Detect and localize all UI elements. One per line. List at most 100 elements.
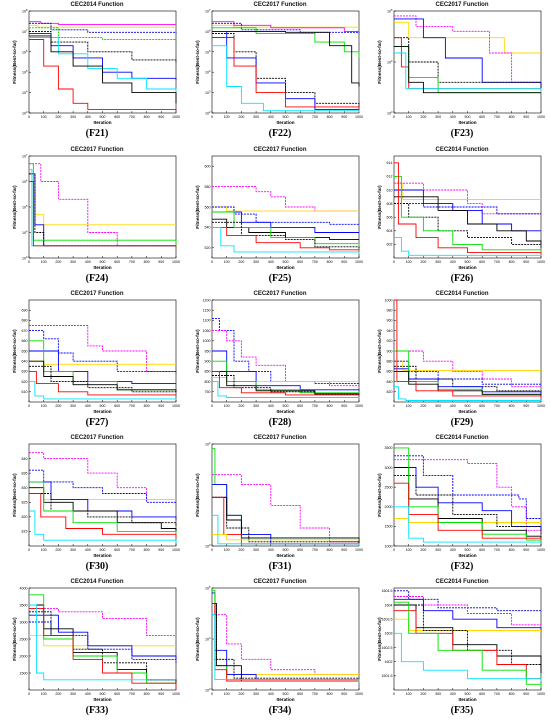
y-tick-label: 1000	[385, 544, 393, 548]
x-tick-label: 100	[224, 692, 230, 696]
x-tick-label: 200	[238, 115, 244, 119]
y-tick-label: 520	[205, 246, 211, 250]
series-line	[29, 24, 176, 28]
chart-svg: 0 100 200 300 400 500 600 700 800 900 1000 820 840 86…	[377, 298, 545, 414]
x-tick-label: 0	[28, 548, 30, 552]
y-axis-label: Fitness(Best-so-far)	[377, 185, 382, 229]
series-line	[212, 330, 360, 388]
x-tick-label: 1000	[355, 692, 363, 696]
x-tick-label: 600	[479, 260, 485, 264]
x-tick-label: 100	[406, 260, 412, 264]
series-line	[212, 211, 360, 248]
x-tick-label: 300	[253, 548, 259, 552]
x-tick-label: 300	[70, 115, 76, 119]
x-tick-label: 600	[297, 548, 303, 552]
series-line	[212, 370, 360, 396]
series-line	[212, 514, 360, 546]
chart-title: CEC2014 Function	[70, 579, 124, 585]
plot-frame	[211, 299, 360, 403]
x-tick-label: 400	[450, 260, 456, 264]
x-tick-label: 700	[129, 548, 135, 552]
y-tick-label: 4000	[20, 586, 28, 590]
y-tick-label: 840	[22, 457, 28, 461]
x-tick-label: 700	[312, 115, 318, 119]
series-line	[29, 607, 176, 637]
x-tick-label: 100	[41, 692, 47, 696]
series-line	[394, 237, 542, 256]
x-tick-label: 100	[406, 115, 412, 119]
series-line	[394, 632, 542, 682]
x-tick-label: 200	[420, 260, 426, 264]
x-tick-label: 800	[509, 260, 515, 264]
x-tick-label: 800	[144, 260, 150, 264]
x-tick-label: 600	[114, 260, 120, 264]
x-axis-label: Iteration	[93, 265, 111, 270]
y-tick-label: 825	[22, 501, 28, 505]
x-tick-label: 800	[509, 692, 515, 696]
x-tick-label: 400	[268, 548, 274, 552]
x-tick-label: 500	[465, 260, 471, 264]
x-tick-label: 400	[85, 260, 91, 264]
y-tick-label: 1500	[20, 671, 28, 675]
x-tick-label: 1000	[172, 548, 180, 552]
series-line	[29, 370, 177, 396]
y-tick-label: 103	[22, 255, 28, 261]
y-tick-label: 105	[22, 69, 28, 75]
series-line	[394, 175, 542, 253]
series-line	[212, 211, 359, 233]
y-tick-label: 660	[22, 339, 28, 343]
x-tick-label: 400	[85, 115, 91, 119]
x-tick-label: 400	[450, 115, 456, 119]
y-tick-label: 2000	[20, 654, 28, 658]
x-axis-label: Iteration	[458, 409, 476, 414]
panel-label: (F27)	[85, 417, 109, 428]
x-tick-label: 800	[327, 692, 333, 696]
plot-frame	[211, 443, 360, 547]
chart-svg: 0 100 200 300 400 500 600 700 800 900 1000 103 104 10…	[12, 153, 180, 270]
chart-panel: 0 100 200 300 400 500 600 700 800 900 1000 520 540 56…	[195, 147, 365, 290]
y-axis-label: Fitness(Best-so-far)	[195, 617, 200, 661]
series-line	[29, 39, 177, 112]
y-axis-label: Fitness(Best-so-far)	[12, 617, 17, 661]
x-tick-label: 700	[312, 692, 318, 696]
x-tick-label: 900	[523, 692, 529, 696]
series-line	[394, 455, 541, 519]
x-tick-label: 900	[341, 548, 347, 552]
series-line	[212, 375, 360, 396]
y-tick-label: 2000	[385, 505, 393, 509]
y-tick-label: 103	[205, 687, 211, 693]
x-tick-label: 900	[341, 115, 347, 119]
series-line	[394, 196, 542, 245]
y-tick-label: 606	[387, 216, 393, 220]
panel-label: (F29)	[450, 417, 474, 428]
x-tick-label: 300	[253, 260, 259, 264]
x-tick-label: 900	[158, 260, 164, 264]
x-tick-label: 400	[85, 692, 91, 696]
x-tick-label: 100	[224, 115, 230, 119]
x-tick-label: 700	[129, 260, 135, 264]
x-tick-label: 600	[114, 115, 120, 119]
series-line	[29, 604, 176, 681]
y-tick-label: 106	[205, 28, 211, 34]
panel-label: (F33)	[85, 705, 109, 716]
x-tick-label: 400	[85, 404, 91, 408]
series-line	[29, 330, 177, 374]
y-tick-label: 900	[205, 360, 211, 364]
x-axis-label: Iteration	[93, 553, 111, 558]
chart-panel: 0 100 200 300 400 500 600 700 800 900 1000 602 604 60…	[377, 147, 547, 290]
x-tick-label: 500	[465, 115, 471, 119]
series-line	[212, 381, 360, 398]
x-tick-label: 1000	[537, 692, 545, 696]
series-line	[212, 27, 360, 58]
series-line	[394, 506, 541, 543]
x-tick-label: 500	[465, 692, 471, 696]
x-tick-label: 700	[312, 548, 318, 552]
x-tick-label: 500	[283, 548, 289, 552]
y-tick-label: 835	[22, 471, 28, 475]
panel-label: (F26)	[450, 273, 474, 284]
chart-svg: 0 100 200 300 400 500 600 700 800 900 1000 610 620 63…	[12, 299, 180, 414]
x-axis-label: Iteration	[276, 265, 294, 270]
x-tick-label: 300	[70, 260, 76, 264]
series-line	[394, 52, 542, 93]
y-axis-label: Fitness(Best-so-far)	[377, 617, 382, 661]
